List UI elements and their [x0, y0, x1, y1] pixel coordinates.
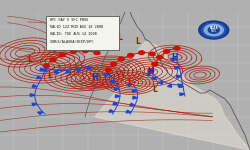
Polygon shape: [176, 75, 181, 78]
Circle shape: [50, 58, 56, 61]
Polygon shape: [54, 70, 59, 73]
Circle shape: [138, 51, 144, 54]
Polygon shape: [30, 94, 35, 96]
Polygon shape: [168, 84, 172, 87]
Circle shape: [128, 53, 134, 57]
Polygon shape: [77, 69, 81, 71]
Text: HPC DAY 5 SFC PROG: HPC DAY 5 SFC PROG: [50, 18, 88, 22]
Polygon shape: [180, 93, 184, 96]
Text: CONUS/ALASKA/NCEP/HPC: CONUS/ALASKA/NCEP/HPC: [50, 40, 94, 44]
Text: NWS: NWS: [211, 30, 217, 33]
Polygon shape: [40, 68, 45, 71]
Polygon shape: [43, 68, 47, 71]
Circle shape: [110, 62, 116, 66]
Text: L: L: [118, 33, 122, 42]
Circle shape: [94, 51, 100, 55]
Polygon shape: [146, 73, 151, 76]
Circle shape: [204, 24, 223, 36]
Polygon shape: [66, 70, 70, 73]
Text: NOAA: NOAA: [210, 27, 218, 30]
Polygon shape: [115, 95, 120, 98]
Polygon shape: [95, 42, 250, 150]
Circle shape: [118, 57, 124, 61]
Polygon shape: [113, 102, 118, 105]
Polygon shape: [38, 112, 43, 114]
Circle shape: [149, 52, 155, 56]
Text: VALID 12Z MON AUG 18 2008: VALID 12Z MON AUG 18 2008: [50, 25, 103, 29]
Circle shape: [208, 27, 219, 33]
Text: H: H: [172, 52, 178, 62]
FancyBboxPatch shape: [46, 16, 119, 50]
Circle shape: [106, 68, 112, 72]
Text: L: L: [128, 78, 132, 87]
Circle shape: [43, 64, 49, 68]
Circle shape: [152, 62, 158, 66]
Polygon shape: [174, 67, 179, 69]
Polygon shape: [171, 58, 176, 61]
Text: L: L: [135, 38, 140, 46]
Text: L: L: [48, 70, 52, 80]
Polygon shape: [109, 110, 114, 112]
Polygon shape: [87, 66, 91, 69]
Polygon shape: [36, 76, 42, 79]
Text: L: L: [105, 68, 110, 76]
Text: VALID: TUE AUG 14 2008: VALID: TUE AUG 14 2008: [50, 32, 96, 36]
Polygon shape: [32, 103, 37, 106]
Polygon shape: [158, 81, 163, 84]
Circle shape: [174, 46, 180, 50]
Polygon shape: [130, 103, 135, 106]
Circle shape: [156, 56, 162, 59]
Polygon shape: [104, 74, 109, 76]
Circle shape: [199, 21, 229, 39]
Polygon shape: [133, 96, 138, 99]
Circle shape: [148, 69, 154, 73]
Circle shape: [59, 53, 65, 57]
Circle shape: [82, 49, 88, 53]
Circle shape: [164, 50, 170, 53]
Circle shape: [202, 23, 226, 37]
Polygon shape: [132, 90, 137, 93]
Polygon shape: [152, 77, 157, 80]
Polygon shape: [114, 88, 119, 90]
Polygon shape: [110, 81, 115, 83]
Text: L: L: [152, 85, 158, 94]
Bar: [0, 0, 250, 12]
Polygon shape: [178, 84, 183, 87]
Polygon shape: [179, 84, 184, 87]
Text: H: H: [147, 68, 153, 76]
Text: L: L: [28, 56, 32, 64]
Bar: [0, 0, 250, 12]
Polygon shape: [126, 110, 131, 113]
Circle shape: [70, 50, 76, 54]
Polygon shape: [32, 85, 37, 87]
Text: H: H: [92, 74, 98, 82]
Polygon shape: [127, 84, 132, 87]
